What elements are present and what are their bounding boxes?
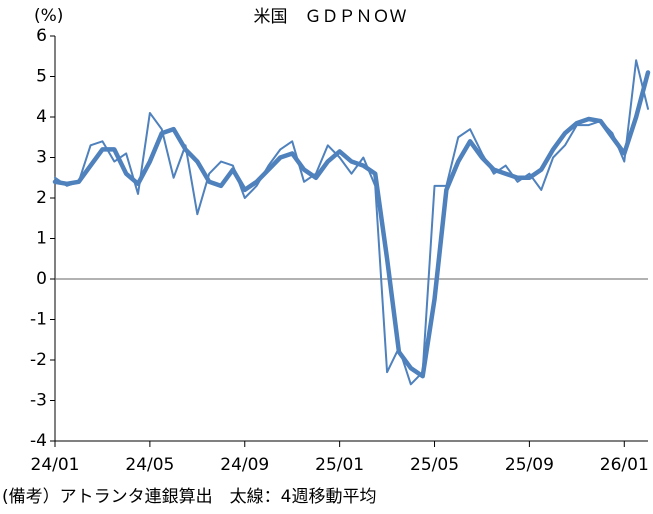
y-tick-label: -2 bbox=[30, 350, 47, 370]
y-tick-label: 3 bbox=[36, 148, 47, 168]
y-tick-label: -4 bbox=[30, 431, 47, 451]
y-tick-label: 4 bbox=[36, 107, 47, 127]
x-tick-label: 24/05 bbox=[125, 455, 174, 475]
y-axis-label: (%) bbox=[34, 6, 63, 26]
x-tick-label: 25/01 bbox=[315, 455, 364, 475]
x-tick-label: 25/05 bbox=[410, 455, 459, 475]
y-tick-label: 0 bbox=[36, 269, 47, 289]
x-tick-label: 26/01 bbox=[600, 455, 649, 475]
note: (備考）アトランタ連銀算出 太線：4週移動平均 bbox=[2, 487, 376, 507]
x-tick-label: 24/01 bbox=[31, 455, 80, 475]
y-tick-label: 5 bbox=[36, 67, 47, 87]
y-tick-label: 2 bbox=[36, 188, 47, 208]
x-tick-label: 24/09 bbox=[220, 455, 269, 475]
y-tick-label: -1 bbox=[30, 310, 47, 330]
chart-title: 米国 ＧＤＰＮＯＷ bbox=[254, 7, 407, 27]
x-tick-label: 25/09 bbox=[505, 455, 554, 475]
y-tick-label: 6 bbox=[36, 26, 47, 46]
y-tick-label: -3 bbox=[30, 391, 47, 411]
series-line bbox=[52, 70, 651, 379]
y-tick-label: 1 bbox=[36, 229, 47, 249]
series-line bbox=[54, 59, 649, 386]
